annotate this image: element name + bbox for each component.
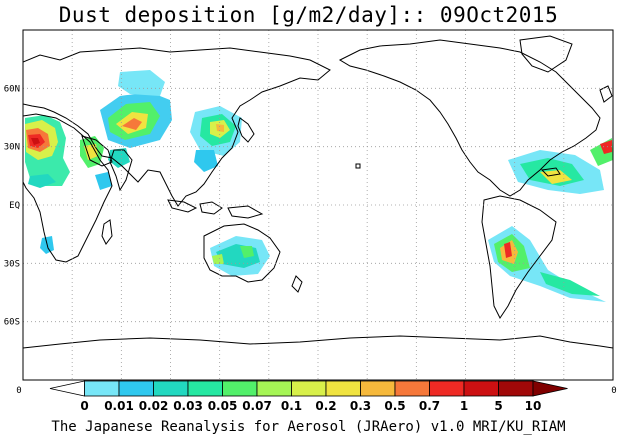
colorbar-tick-label: 1 — [460, 399, 468, 413]
colorbar-tick-label: 5 — [494, 399, 502, 413]
dust-australia-west — [212, 254, 224, 264]
dust-horn-africa — [95, 172, 112, 190]
dust-deposition-field — [25, 70, 613, 302]
coast-indonesia-3 — [227, 205, 264, 219]
map-title: Dust deposition [g/m2/day]:: 09Oct2015 — [58, 3, 559, 27]
map-frame — [22, 29, 614, 381]
colorbar-tick-label: 0.3 — [350, 399, 371, 413]
footer-credit: The Japanese Reanalysis for Aerosol (JRA… — [51, 419, 566, 435]
colorbar-segment — [463, 380, 499, 397]
dust-siberia — [118, 70, 165, 96]
coast-arabia — [81, 135, 113, 167]
colorbar-tick-label: 0 — [80, 399, 88, 413]
coast-australia — [203, 223, 281, 283]
colorbar-tick-label: 0.01 — [104, 399, 134, 413]
latitude-labels: 60N 30N EQ 30S 60S — [4, 84, 20, 327]
coastlines — [23, 35, 613, 349]
left-edge-label: 0 — [16, 386, 21, 396]
colorbar-tick-label: 0.02 — [139, 399, 169, 413]
coast-caribbean — [540, 167, 561, 177]
colorbar-tick-label: 0.07 — [242, 399, 272, 413]
colorbar-tick-label: 0.5 — [384, 399, 405, 413]
dust-east-china — [194, 150, 218, 172]
dust-central-asia-core — [122, 118, 142, 130]
latitude-label: 60N — [4, 84, 20, 94]
dust-atlantic-core — [600, 140, 612, 154]
dust-plume-atlantic-south — [540, 272, 600, 296]
coast-south-america — [481, 195, 557, 319]
coast-greenland — [519, 35, 573, 73]
coast-indonesia-1 — [167, 199, 198, 213]
colorbar-segment — [394, 380, 430, 397]
dust-caribbean-inner — [540, 170, 572, 184]
colorbar-high-arrow — [532, 380, 568, 397]
latitude-label: 30N — [4, 143, 20, 153]
colorbar-tick-label: 0.7 — [419, 399, 440, 413]
coast-hawaii — [355, 163, 361, 169]
dust-sahara-core2 — [31, 138, 40, 145]
coast-japan — [237, 117, 255, 143]
coast-india — [109, 149, 133, 192]
coast-uk — [599, 85, 613, 103]
colorbar-segment — [256, 380, 292, 397]
coast-north-america — [338, 39, 601, 197]
colorbar-segment — [360, 380, 396, 397]
colorbar-labels: 0 0.01 0.02 0.03 0.05 0.07 0.1 0.2 0.3 0.5 0.7 1 5 10 — [80, 399, 541, 413]
colorbar-segment — [429, 380, 465, 397]
colorbar-tick-label: 0.05 — [208, 399, 238, 413]
dust-arabia-inner — [84, 144, 98, 160]
latitude-label: 60S — [4, 318, 20, 328]
colorbar-segment — [325, 380, 361, 397]
colorbar-segment — [153, 380, 189, 397]
coast-africa — [23, 113, 113, 263]
coast-antarctica — [23, 335, 613, 349]
graticule — [23, 30, 613, 380]
colorbar-tick-label: 0.1 — [281, 399, 302, 413]
dust-west-africa — [28, 174, 56, 188]
colorbar-segment — [291, 380, 327, 397]
dust-gobi-core — [216, 124, 224, 132]
dust-argentina-core — [504, 242, 512, 258]
coast-indonesia-2 — [199, 201, 223, 215]
coast-madagascar — [101, 219, 113, 245]
coast-eurasia-north — [23, 47, 331, 207]
latitude-label: 30S — [4, 259, 20, 269]
colorbar-low-arrow — [49, 380, 85, 397]
colorbar-segment — [222, 380, 258, 397]
colorbar-segment — [118, 380, 154, 397]
dust-australia-inner — [240, 246, 254, 258]
latitude-label: EQ — [9, 201, 20, 211]
colorbar-segment — [84, 380, 120, 397]
colorbar-segment — [187, 380, 223, 397]
coast-new-zealand — [291, 275, 303, 293]
colorbar-tick-label: 10 — [525, 399, 542, 413]
right-edge-label: 0 — [611, 386, 616, 396]
colorbar-tick-label: 0.03 — [173, 399, 203, 413]
colorbar-segment — [498, 380, 534, 397]
colorbar-tick-label: 0.2 — [315, 399, 336, 413]
colorbar — [49, 380, 568, 397]
